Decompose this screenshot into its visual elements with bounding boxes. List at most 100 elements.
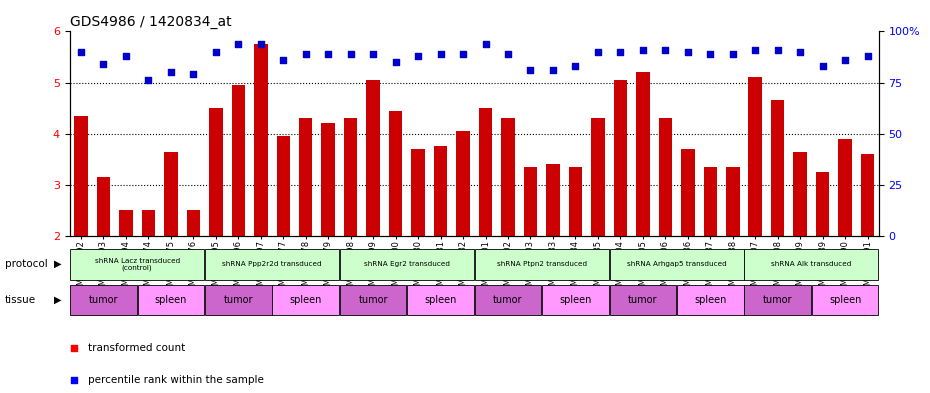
Point xyxy=(365,51,380,57)
Bar xyxy=(433,146,447,338)
Text: shRNA Arhgap5 transduced: shRNA Arhgap5 transduced xyxy=(627,261,726,267)
Text: ▶: ▶ xyxy=(54,259,61,269)
Bar xyxy=(119,210,133,338)
Bar xyxy=(749,77,762,338)
Text: shRNA Ptpn2 transduced: shRNA Ptpn2 transduced xyxy=(497,261,587,267)
Bar xyxy=(70,249,205,280)
Bar xyxy=(344,118,357,338)
Bar xyxy=(322,123,335,338)
Bar xyxy=(501,118,514,338)
Point xyxy=(635,47,650,53)
Point xyxy=(703,51,718,57)
Point xyxy=(253,40,268,47)
Bar xyxy=(744,249,879,280)
Bar xyxy=(209,108,222,338)
Point xyxy=(141,77,156,84)
Bar xyxy=(97,177,110,338)
Bar xyxy=(568,167,582,338)
Text: spleen: spleen xyxy=(694,295,726,305)
Point xyxy=(500,51,515,57)
Bar xyxy=(681,149,695,338)
Bar xyxy=(546,164,560,338)
Point xyxy=(208,49,223,55)
Bar xyxy=(677,285,744,316)
Text: tumor: tumor xyxy=(763,295,792,305)
Point xyxy=(816,63,830,69)
Bar xyxy=(339,249,474,280)
Bar xyxy=(205,249,339,280)
Text: GDS4986 / 1420834_at: GDS4986 / 1420834_at xyxy=(70,15,232,29)
Bar xyxy=(411,149,425,338)
Bar xyxy=(609,249,744,280)
Bar xyxy=(591,118,604,338)
Text: tumor: tumor xyxy=(628,295,658,305)
Bar xyxy=(299,118,312,338)
Point xyxy=(164,69,179,75)
Point xyxy=(299,51,313,57)
Point xyxy=(613,49,628,55)
Bar xyxy=(614,80,627,338)
Point xyxy=(388,59,403,65)
Bar xyxy=(524,167,538,338)
Bar xyxy=(187,210,200,338)
Bar xyxy=(793,151,807,338)
Point xyxy=(591,49,605,55)
Point xyxy=(411,53,426,59)
Text: shRNA Ppp2r2d transduced: shRNA Ppp2r2d transduced xyxy=(222,261,322,267)
Bar xyxy=(771,100,784,338)
Text: transformed count: transformed count xyxy=(87,343,185,353)
Bar xyxy=(272,285,339,316)
Text: spleen: spleen xyxy=(424,295,457,305)
Text: shRNA Lacz transduced
(control): shRNA Lacz transduced (control) xyxy=(95,257,179,271)
Point xyxy=(456,51,471,57)
Bar xyxy=(339,285,406,316)
Point xyxy=(343,51,358,57)
Bar xyxy=(407,285,474,316)
Text: protocol: protocol xyxy=(5,259,47,269)
Bar xyxy=(861,154,874,338)
Point xyxy=(433,51,448,57)
Bar xyxy=(726,167,739,338)
Bar xyxy=(636,72,649,338)
Bar xyxy=(389,110,403,338)
Text: shRNA Alk transduced: shRNA Alk transduced xyxy=(771,261,852,267)
Text: tumor: tumor xyxy=(493,295,523,305)
Point xyxy=(504,269,519,275)
Point xyxy=(725,51,740,57)
Bar xyxy=(74,116,87,338)
Point xyxy=(838,57,853,63)
Bar xyxy=(609,285,676,316)
Bar xyxy=(703,167,717,338)
Point xyxy=(792,49,807,55)
Point xyxy=(568,63,583,69)
Bar xyxy=(70,285,137,316)
Point xyxy=(73,49,88,55)
Point xyxy=(186,71,201,77)
Point xyxy=(118,53,133,59)
Point xyxy=(523,67,538,73)
Point xyxy=(860,53,875,59)
Bar xyxy=(138,285,205,316)
Text: tissue: tissue xyxy=(5,295,35,305)
Bar xyxy=(812,285,879,316)
Text: tumor: tumor xyxy=(88,295,118,305)
Point xyxy=(321,51,336,57)
Text: percentile rank within the sample: percentile rank within the sample xyxy=(87,375,263,385)
Point xyxy=(478,40,493,47)
Text: spleen: spleen xyxy=(289,295,322,305)
Point xyxy=(546,67,561,73)
Bar xyxy=(457,131,470,338)
Point xyxy=(770,47,785,53)
Text: shRNA Egr2 transduced: shRNA Egr2 transduced xyxy=(364,261,450,267)
Text: tumor: tumor xyxy=(358,295,388,305)
Bar xyxy=(744,285,811,316)
Bar xyxy=(474,249,609,280)
Bar xyxy=(205,285,272,316)
Point xyxy=(231,40,246,47)
Bar xyxy=(141,210,155,338)
Text: spleen: spleen xyxy=(829,295,861,305)
Text: ▶: ▶ xyxy=(54,295,61,305)
Bar xyxy=(276,136,290,338)
Bar xyxy=(658,118,672,338)
Text: tumor: tumor xyxy=(223,295,253,305)
